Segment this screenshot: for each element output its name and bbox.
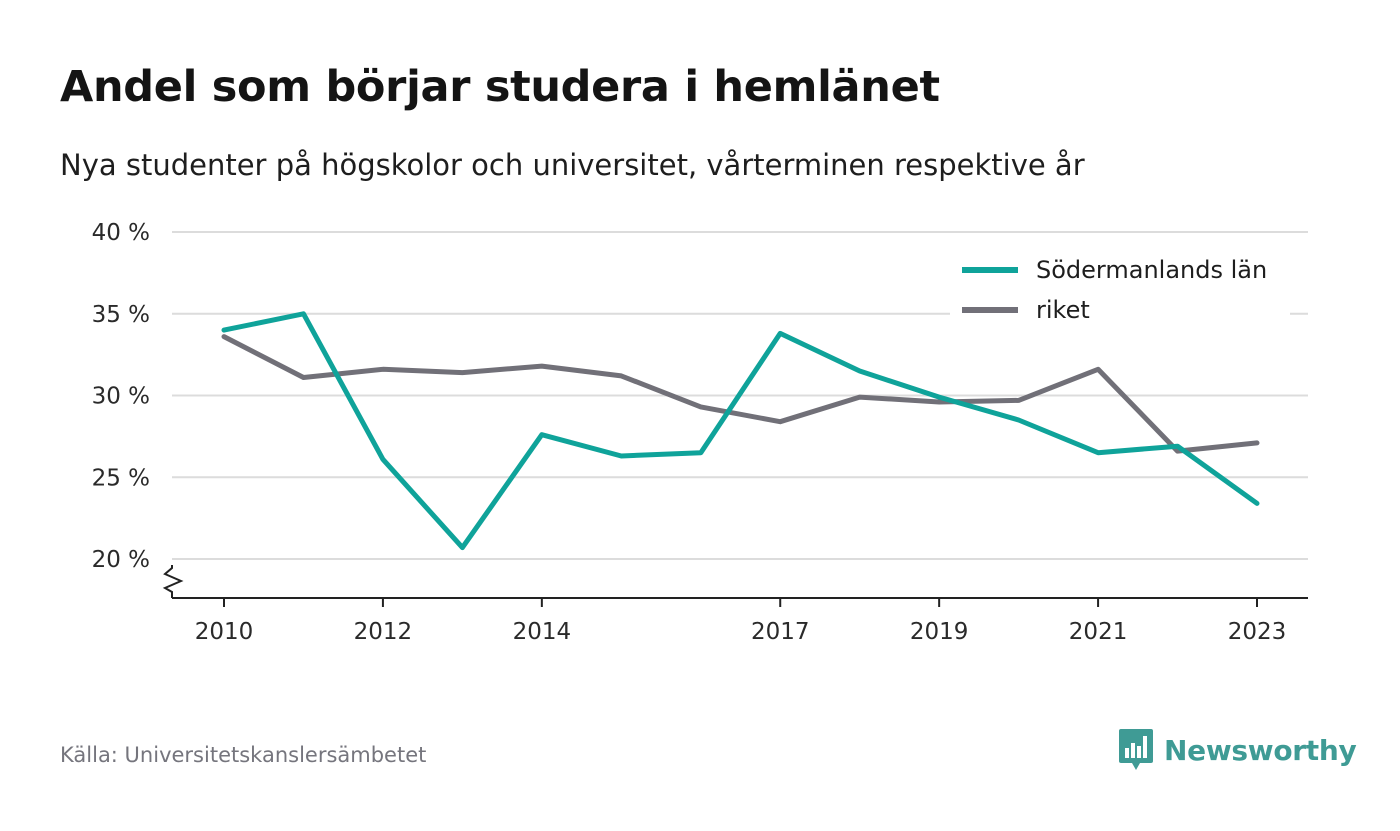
y-tick-label: 35 %: [92, 302, 150, 328]
x-tick-label: 2010: [195, 619, 254, 645]
x-tick-label: 2023: [1228, 619, 1287, 645]
chart-title: Andel som börjar studera i hemlänet: [60, 62, 940, 112]
chart-subtitle: Nya studenter på högskolor och universit…: [60, 148, 1085, 182]
legend-label: riket: [1036, 296, 1090, 324]
x-tick-label: 2021: [1069, 619, 1128, 645]
legend: Södermanlands län riket: [950, 250, 1290, 335]
legend-background: [950, 250, 1290, 335]
source-note: Källa: Universitetskanslersämbetet: [60, 743, 427, 767]
x-tick-label: 2017: [751, 619, 810, 645]
y-tick-label: 20 %: [92, 547, 150, 573]
brand-logo: Newsworthy: [1118, 728, 1357, 772]
chart-bubble-icon: [1119, 729, 1153, 770]
brand-name: Newsworthy: [1164, 733, 1357, 767]
line-chart: 20 % 25 % 30 % 35 % 40 % 2010 2012 2014 2017 2019…: [92, 220, 1308, 645]
x-tick-label: 2012: [354, 619, 413, 645]
legend-label: Södermanlands län: [1036, 256, 1267, 284]
series-line-riket: [221, 334, 1260, 454]
axes: 20 % 25 % 30 % 35 % 40 % 2010 2012 2014 2017 2019…: [92, 220, 1308, 645]
x-tick-label: 2014: [513, 619, 572, 645]
series-line-sodermanland: [221, 311, 1260, 551]
y-axis-break-mark: [162, 565, 184, 598]
y-tick-label: 30 %: [92, 384, 150, 410]
series-lines: [221, 311, 1260, 551]
y-tick-label: 40 %: [92, 220, 150, 246]
y-tick-label: 25 %: [92, 465, 150, 491]
x-tick-label: 2019: [910, 619, 969, 645]
